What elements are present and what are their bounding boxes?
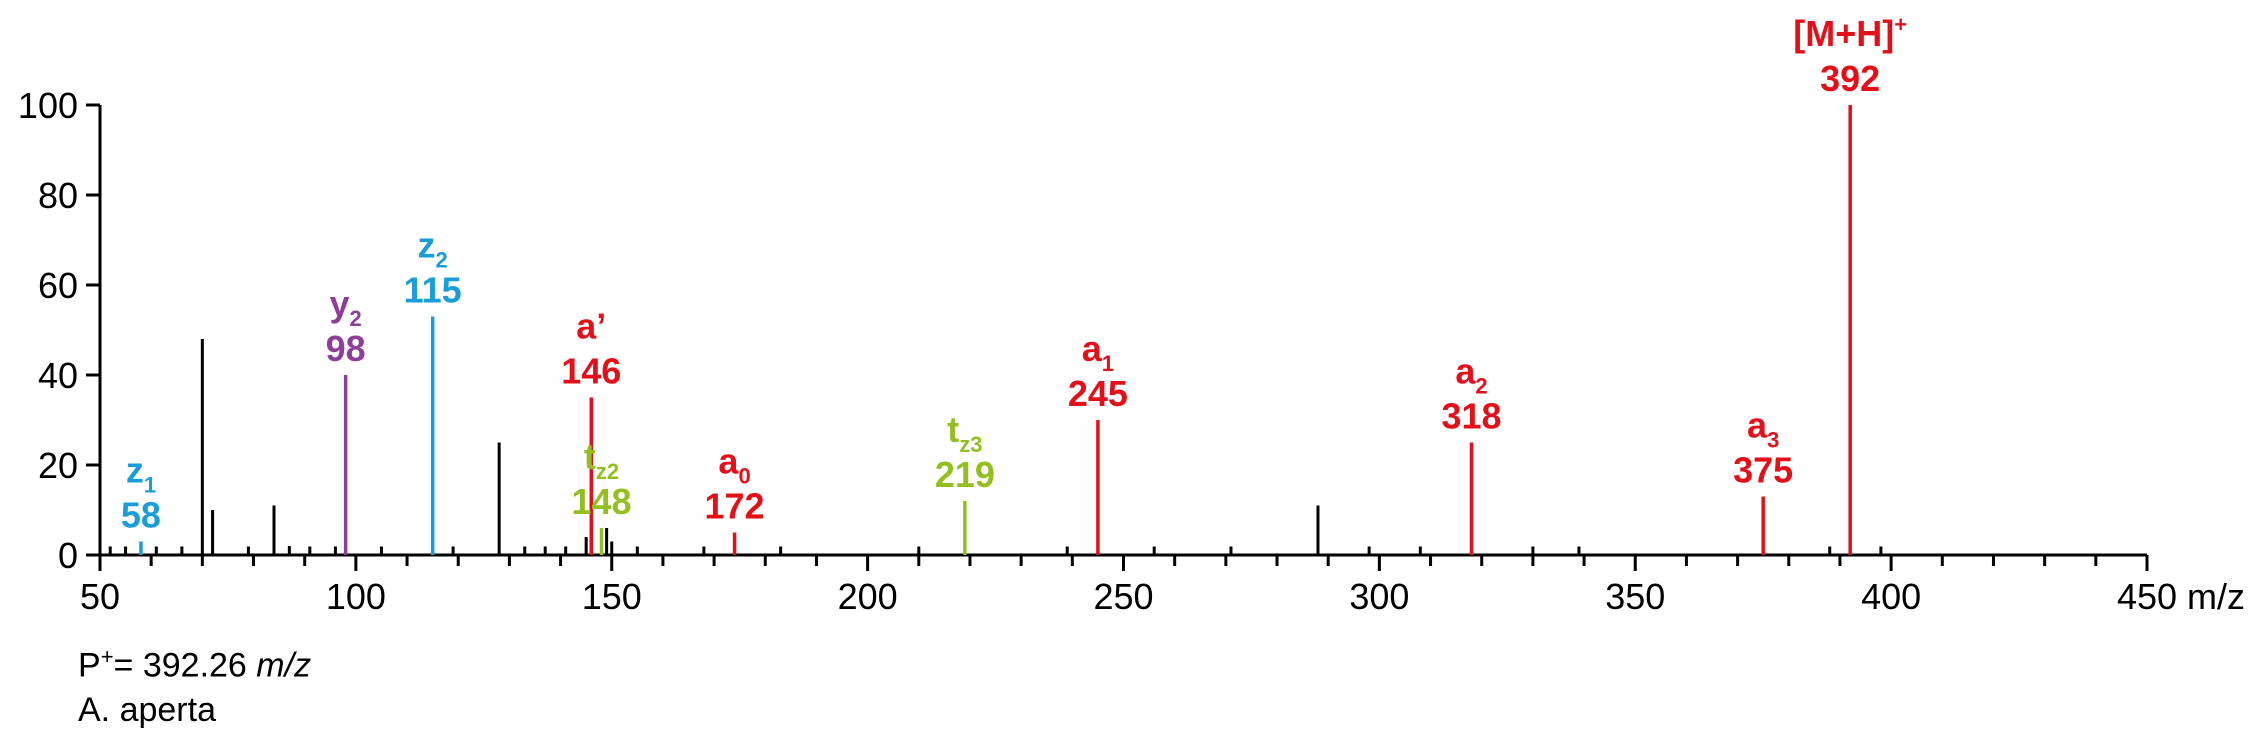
ion-subscript: 2 — [350, 306, 362, 331]
peak-mz-label: 98 — [326, 328, 366, 369]
ion-subscript: z2 — [596, 459, 619, 484]
peak-ion-label: a1 — [1082, 328, 1114, 376]
ion-name: z — [418, 225, 436, 266]
x-tick-label: 250 — [1093, 576, 1153, 617]
peak-ion-label: y2 — [329, 283, 361, 331]
x-tick-label: 400 — [1861, 576, 1921, 617]
peak-mz-label: 245 — [1068, 373, 1128, 414]
peak-mz-label: 58 — [121, 495, 161, 536]
ion-subscript: 0 — [738, 464, 750, 489]
y-tick-label: 80 — [38, 175, 78, 216]
x-tick-label: 300 — [1349, 576, 1409, 617]
precursor-unit: m/z — [256, 646, 312, 685]
peak-ion-label: tz2 — [584, 436, 619, 484]
ion-subscript: 3 — [1767, 428, 1779, 453]
precursor-prefix: P — [78, 646, 101, 685]
y-tick-label: 0 — [58, 535, 78, 576]
ion-name: a — [718, 441, 739, 482]
peak-ion-label: z1 — [126, 450, 156, 498]
ion-name: a — [1455, 351, 1476, 392]
y-tick-label: 40 — [38, 355, 78, 396]
ion-name: y — [329, 283, 349, 324]
peak-mz-label: 219 — [935, 454, 995, 495]
precursor-charge: + — [100, 644, 114, 669]
ion-subscript: 2 — [1475, 374, 1487, 399]
peak-ion-label: a3 — [1747, 405, 1779, 453]
peak-ion-label: z2 — [418, 225, 448, 273]
peak-ion-label: a’ — [576, 306, 606, 347]
peak-mz-label: 375 — [1733, 450, 1793, 491]
ion-name: [M+H] — [1793, 13, 1894, 54]
peak-mz-label: 146 — [561, 351, 621, 392]
peak-mz-label: 115 — [404, 270, 462, 311]
ion-name: a — [1082, 328, 1103, 369]
y-tick-label: 60 — [38, 265, 78, 306]
x-tick-label: 350 — [1605, 576, 1665, 617]
ion-subscript: 2 — [436, 248, 448, 273]
species-note: A. aperta — [78, 691, 216, 729]
x-tick-label: 50 — [80, 576, 120, 617]
x-tick-label: 200 — [838, 576, 898, 617]
ion-name: t — [584, 436, 596, 477]
ion-subscript: 1 — [144, 473, 156, 498]
ion-name: a — [1747, 405, 1768, 446]
peak-mz-label: 172 — [705, 486, 765, 527]
precursor-value: = 392.26 — [113, 646, 257, 685]
ion-subscript: z3 — [959, 432, 982, 457]
ion-name: t — [947, 409, 959, 450]
x-tick-label: 150 — [582, 576, 642, 617]
x-tick-label: 450 — [2117, 576, 2177, 617]
precursor-note: P+= 392.26 m/z — [78, 644, 311, 685]
x-axis-label: m/z — [2187, 576, 2245, 617]
peak-ion-label: tz3 — [947, 409, 982, 457]
peak-mz-label: 392 — [1820, 58, 1880, 99]
peak-mz-label: 148 — [571, 481, 631, 522]
ion-name: a’ — [576, 306, 606, 347]
ion-subscript: 1 — [1102, 351, 1114, 376]
x-tick-label: 100 — [326, 576, 386, 617]
y-tick-label: 100 — [18, 85, 78, 126]
peak-mz-label: 318 — [1441, 396, 1501, 437]
peak-ion-label: a2 — [1455, 351, 1487, 399]
ion-name: z — [126, 450, 144, 491]
y-tick-label: 20 — [38, 445, 78, 486]
peak-ion-label: [M+H]+ — [1793, 12, 1907, 54]
peak-ion-label: a0 — [718, 441, 750, 489]
ion-superscript: + — [1894, 12, 1907, 37]
